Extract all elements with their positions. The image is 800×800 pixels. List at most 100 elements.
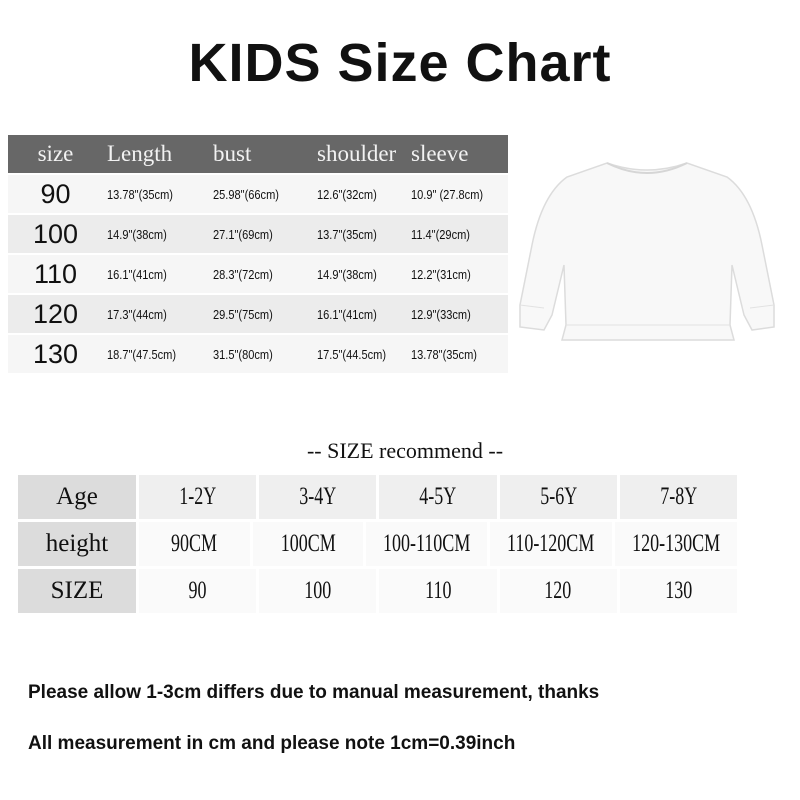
- cell-text: 12.9"(33cm): [411, 306, 471, 322]
- cell-text: 130: [664, 577, 692, 604]
- cell-text: 90: [188, 577, 207, 604]
- table-row: 130 18.7"(47.5cm) 31.5"(80cm) 17.5"(44.5cm)…: [8, 335, 508, 373]
- cell-text: 100: [32, 218, 79, 249]
- cell-text: 12.6"(32cm): [317, 186, 377, 202]
- cell-text: 120: [32, 298, 79, 329]
- recommend-cell: 130: [619, 569, 738, 613]
- size-cell: 130: [8, 339, 103, 370]
- recommend-cell: 90CM: [139, 522, 250, 566]
- header-cell: shoulder: [317, 141, 397, 166]
- measure-cell: 16.1"(41cm): [103, 267, 209, 282]
- measure-cell: 28.3"(72cm): [209, 267, 313, 282]
- cell-text: 31.5"(80cm): [213, 346, 273, 362]
- cell-text: 17.5"(44.5cm): [317, 346, 387, 362]
- measure-cell: 13.78"(35cm): [103, 187, 209, 202]
- cell-text: 16.1"(41cm): [107, 266, 167, 282]
- row-label: Age: [18, 475, 136, 519]
- measure-cell: 12.2"(31cm): [409, 267, 508, 282]
- measurement-table: size Length bust shoulder sleeve 90 13.78…: [8, 135, 508, 373]
- measure-cell: 12.9"(33cm): [409, 307, 508, 322]
- recommend-cell: 110-120CM: [490, 522, 612, 566]
- note-conversion: All measurement in cm and please note 1c…: [28, 733, 516, 754]
- size-cell: 90: [8, 179, 103, 210]
- measure-cell: 13.7"(35cm): [313, 227, 409, 242]
- recommend-cell: 120-130CM: [614, 522, 738, 566]
- cell-text: 16.1"(41cm): [317, 306, 377, 322]
- recommend-cell: 100-110CM: [366, 522, 488, 566]
- recommend-cell: 3-4Y: [259, 475, 377, 519]
- header-cell: bust: [213, 141, 252, 166]
- cell-text: 18.7"(47.5cm): [107, 346, 177, 362]
- recommend-row: Age 1-2Y 3-4Y 4-5Y 5-6Y 7-8Y: [18, 475, 740, 519]
- table-row: 100 14.9"(38cm) 27.1"(69cm) 13.7"(35cm) 11.4…: [8, 215, 508, 253]
- cell-text: 120: [544, 577, 572, 604]
- measure-cell: 17.3"(44cm): [103, 307, 209, 322]
- cell-text: 100: [304, 577, 332, 604]
- recommend-cell: 100: [259, 569, 377, 613]
- recommend-title: -- SIZE recommend --: [306, 438, 504, 463]
- header-cell: Length: [107, 141, 173, 166]
- recommend-cell: 5-6Y: [499, 475, 617, 519]
- header-cell: size: [37, 141, 74, 166]
- measure-cell: 31.5"(80cm): [209, 347, 313, 362]
- cell-text: 90: [40, 178, 71, 209]
- cell-text: 13.7"(35cm): [317, 226, 377, 242]
- measure-cell: 25.98"(66cm): [209, 187, 313, 202]
- cell-text: 5-6Y: [539, 483, 577, 510]
- measure-cell: 16.1"(41cm): [313, 307, 409, 322]
- measure-cell: 14.9"(38cm): [103, 227, 209, 242]
- sweatshirt-image: [519, 162, 775, 341]
- recommend-cell: 1-2Y: [139, 475, 257, 519]
- recommend-cell: 4-5Y: [379, 475, 497, 519]
- cell-text: 110: [33, 258, 78, 289]
- size-cell: 110: [8, 259, 103, 290]
- cell-text: 14.9"(38cm): [107, 226, 167, 242]
- recommend-cell: 110: [379, 569, 497, 613]
- measure-cell: 18.7"(47.5cm): [103, 347, 209, 362]
- table-row: 120 17.3"(44cm) 29.5"(75cm) 16.1"(41cm) 12.9…: [8, 295, 508, 333]
- row-label: height: [18, 522, 136, 566]
- recommend-table: Age 1-2Y 3-4Y 4-5Y 5-6Y 7-8Y height 90CM 100CM 10…: [18, 475, 740, 616]
- cell-text: 100-110CM: [383, 530, 471, 557]
- measure-cell: 29.5"(75cm): [209, 307, 313, 322]
- page-title: KIDS Size Chart: [188, 33, 612, 93]
- cell-text: 110-120CM: [507, 530, 595, 557]
- cell-text: 14.9"(38cm): [317, 266, 377, 282]
- cell-text: 1-2Y: [179, 483, 217, 510]
- measure-cell: 11.4"(29cm): [409, 227, 508, 242]
- cell-text: 13.78"(35cm): [411, 346, 477, 362]
- cell-text: 110: [424, 577, 452, 604]
- cell-text: 13.78"(35cm): [107, 186, 173, 202]
- measure-cell: 10.9" (27.8cm): [409, 187, 508, 202]
- recommend-cell: 7-8Y: [619, 475, 738, 519]
- cell-text: 120-130CM: [631, 530, 720, 557]
- size-cell: 100: [8, 219, 103, 250]
- recommend-cell: 90: [139, 569, 257, 613]
- measure-cell: 27.1"(69cm): [209, 227, 313, 242]
- cell-text: 100CM: [280, 530, 336, 557]
- measure-cell: 14.9"(38cm): [313, 267, 409, 282]
- recommend-cell: 120: [499, 569, 617, 613]
- note-measurement: Please allow 1-3cm differs due to manual…: [28, 682, 600, 703]
- size-cell: 120: [8, 299, 103, 330]
- table-row: 110 16.1"(41cm) 28.3"(72cm) 14.9"(38cm) 12.2…: [8, 255, 508, 293]
- cell-text: 10.9" (27.8cm): [411, 186, 484, 202]
- header-cell: sleeve: [411, 141, 469, 166]
- table-row: 90 13.78"(35cm) 25.98"(66cm) 12.6"(32cm) 10.…: [8, 175, 508, 213]
- cell-text: 3-4Y: [299, 483, 337, 510]
- row-label: SIZE: [18, 569, 136, 613]
- recommend-cell: 100CM: [252, 522, 364, 566]
- measure-cell: 13.78"(35cm): [409, 347, 508, 362]
- measure-cell: 17.5"(44.5cm): [313, 347, 409, 362]
- cell-text: 29.5"(75cm): [213, 306, 273, 322]
- cell-text: 28.3"(72cm): [213, 266, 273, 282]
- table-header: size Length bust shoulder sleeve: [8, 135, 508, 173]
- recommend-row: height 90CM 100CM 100-110CM 110-120CM 120-130…: [18, 522, 740, 566]
- cell-text: 12.2"(31cm): [411, 266, 471, 282]
- recommend-row: SIZE 90 100 110 120 130: [18, 569, 740, 613]
- cell-text: 7-8Y: [659, 483, 697, 510]
- cell-text: 11.4"(29cm): [411, 226, 470, 242]
- cell-text: 4-5Y: [419, 483, 457, 510]
- cell-text: 17.3"(44cm): [107, 306, 167, 322]
- cell-text: 27.1"(69cm): [213, 226, 273, 242]
